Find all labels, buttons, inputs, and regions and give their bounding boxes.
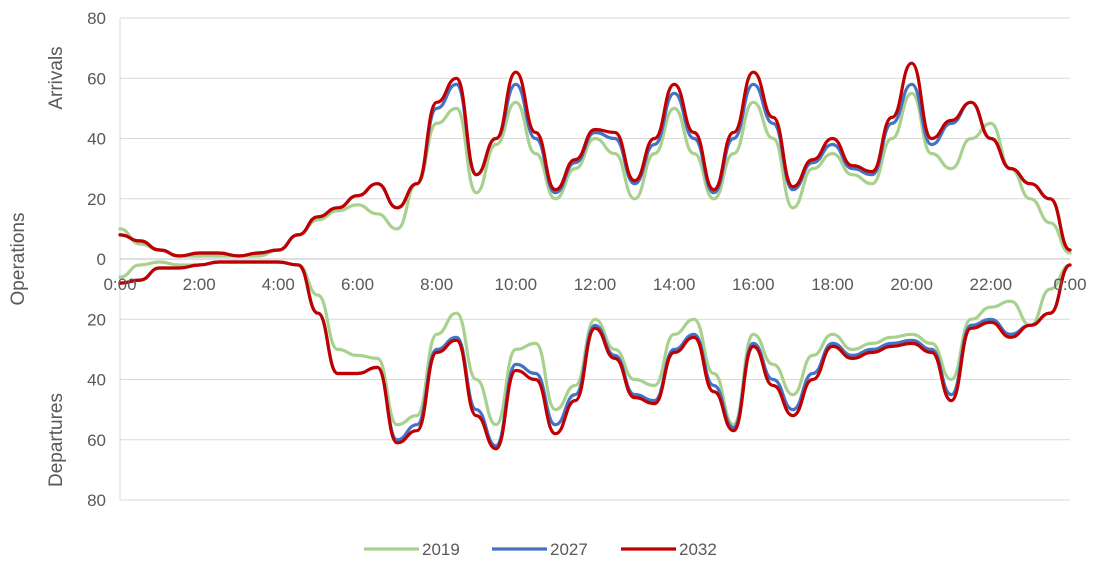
y-tick-label: 40: [87, 130, 106, 149]
x-tick-label: 10:00: [495, 275, 538, 294]
axes: [119, 18, 1070, 500]
x-tick-label: 6:00: [341, 275, 374, 294]
series-line-2027-arrivals: [118, 82, 1072, 258]
legend-label-2032: 2032: [679, 540, 717, 559]
y-axis-title: Operations: [8, 213, 29, 306]
x-tick-label: 12:00: [574, 275, 617, 294]
y-tick-label: 80: [87, 9, 106, 28]
x-tick-label: 14:00: [653, 275, 696, 294]
series-line-2032-departures: [118, 260, 1072, 451]
y-axis-title-departures: Departures: [46, 393, 67, 487]
y-tick-label: 60: [87, 431, 106, 450]
y-tick-label: 80: [87, 491, 106, 510]
y-tick-label: 20: [87, 310, 106, 329]
x-tick-label: 0:00: [1053, 275, 1086, 294]
series-line-2032-arrivals: [118, 61, 1072, 258]
y-axis-title-arrivals: Arrivals: [46, 46, 67, 109]
x-tick-label: 16:00: [732, 275, 775, 294]
x-tick-label: 20:00: [890, 275, 933, 294]
y-tick-label: 20: [87, 190, 106, 209]
legend: 2019 2027 2032: [364, 540, 717, 559]
series-line-2019-arrivals: [118, 91, 1072, 258]
x-tick-label: 2:00: [183, 275, 216, 294]
y-tick-label: 40: [87, 371, 106, 390]
y-tick-labels: 80 60 40 20 0 20 40 60 80: [87, 9, 106, 510]
y-tick-label: 0: [97, 250, 106, 269]
legend-label-2027: 2027: [550, 540, 588, 559]
x-tick-label: 0:00: [103, 275, 136, 294]
legend-label-2019: 2019: [422, 540, 460, 559]
x-tick-label: 22:00: [970, 275, 1013, 294]
x-tick-labels: 0:00 2:00 4:00 6:00 8:00 10:00 12:00 14:00 16:00…: [103, 275, 1086, 294]
x-tick-label: 4:00: [262, 275, 295, 294]
x-tick-label: 18:00: [811, 275, 854, 294]
y-tick-label: 60: [87, 69, 106, 88]
series-lines: [118, 61, 1072, 451]
x-tick-label: 8:00: [420, 275, 453, 294]
